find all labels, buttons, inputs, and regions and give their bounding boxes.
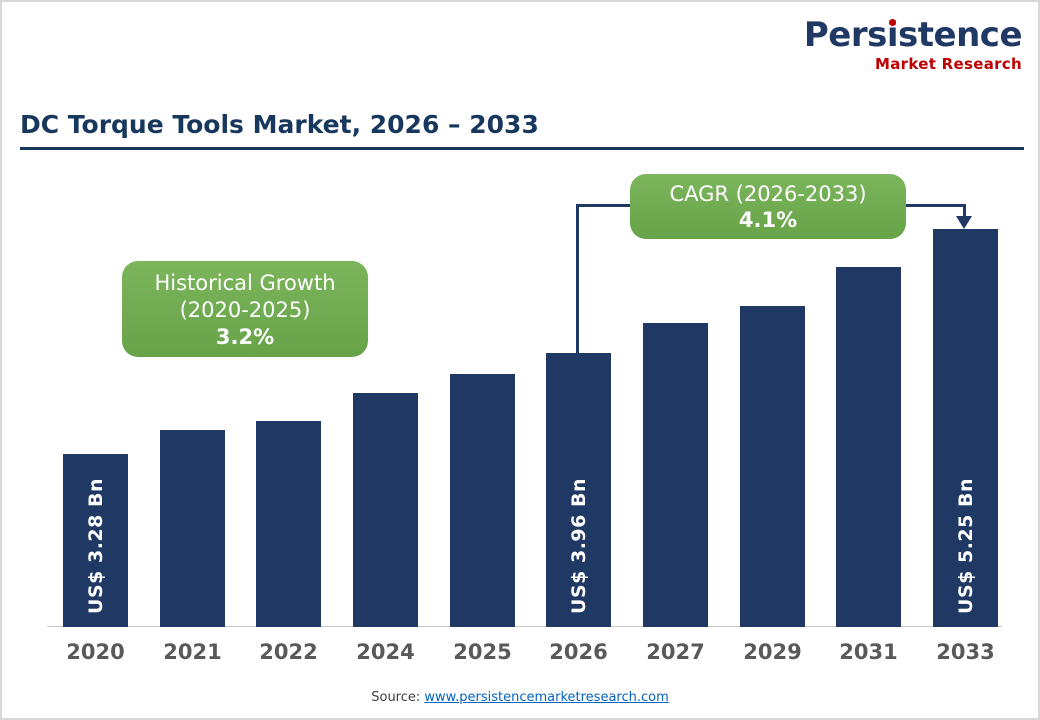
x-axis-label-2027: 2027 xyxy=(646,640,705,664)
source-link[interactable]: www.persistencemarketresearch.com xyxy=(424,690,669,705)
arrow-down-icon xyxy=(956,216,972,229)
x-axis-label-2033: 2033 xyxy=(936,640,995,664)
cagr-line1: CAGR (2026-2033) xyxy=(669,182,867,206)
historical-growth-line2: (2020-2025) xyxy=(179,298,311,322)
x-axis-label-2026: 2026 xyxy=(549,640,608,664)
cagr-connector-right-vertical xyxy=(963,204,966,217)
bar-value-label-2026: US$ 3.96 Bn xyxy=(567,478,590,614)
historical-growth-line1: Historical Growth xyxy=(154,271,336,295)
x-axis-line xyxy=(47,626,1002,627)
source-label: Source: xyxy=(371,690,421,705)
page-title: DC Torque Tools Market, 2026 – 2033 xyxy=(20,110,539,139)
historical-growth-value: 3.2% xyxy=(215,325,275,349)
x-axis-label-2024: 2024 xyxy=(356,640,415,664)
bar-2024 xyxy=(353,393,418,627)
cagr-value: 4.1% xyxy=(738,208,798,232)
cagr-connector-right-horizontal xyxy=(905,204,966,207)
cagr-connector-left-horizontal xyxy=(576,204,630,207)
x-axis-label-2031: 2031 xyxy=(839,640,898,664)
brand-logo-wordmark: Persistence xyxy=(803,15,1023,55)
x-axis-label-2025: 2025 xyxy=(453,640,512,664)
bar-2026: US$ 3.96 Bn xyxy=(546,353,611,627)
brand-logo-subtitle: Market Research xyxy=(875,55,1022,73)
bar-value-label-2033: US$ 5.25 Bn xyxy=(954,478,977,614)
logo-text-pre: Pers xyxy=(803,15,887,55)
bar-2025 xyxy=(450,374,515,627)
bar-2027 xyxy=(643,323,708,627)
bar-2021 xyxy=(160,430,225,627)
logo-text-post: stence xyxy=(898,15,1022,55)
bar-2029 xyxy=(740,306,805,627)
bar-2033: US$ 5.25 Bn xyxy=(933,229,998,627)
x-axis-label-2029: 2029 xyxy=(743,640,802,664)
bar-2031 xyxy=(836,267,901,627)
historical-growth-callout: Historical Growth (2020-2025) 3.2% xyxy=(122,261,368,357)
cagr-callout: CAGR (2026-2033) 4.1% xyxy=(630,174,906,239)
title-underline xyxy=(20,147,1024,150)
brand-logo: Persistence Market Research xyxy=(803,15,1023,73)
x-axis-label-2021: 2021 xyxy=(163,640,222,664)
bar-2020: US$ 3.28 Bn xyxy=(63,454,128,627)
bar-value-label-2020: US$ 3.28 Bn xyxy=(84,478,107,614)
bar-2022 xyxy=(256,421,321,627)
x-axis-label-2022: 2022 xyxy=(259,640,318,664)
logo-red-dot-i: i xyxy=(886,15,899,55)
cagr-connector-left-vertical xyxy=(576,204,579,353)
source-line: Source: www.persistencemarketresearch.co… xyxy=(2,690,1038,705)
x-axis-label-2020: 2020 xyxy=(66,640,125,664)
